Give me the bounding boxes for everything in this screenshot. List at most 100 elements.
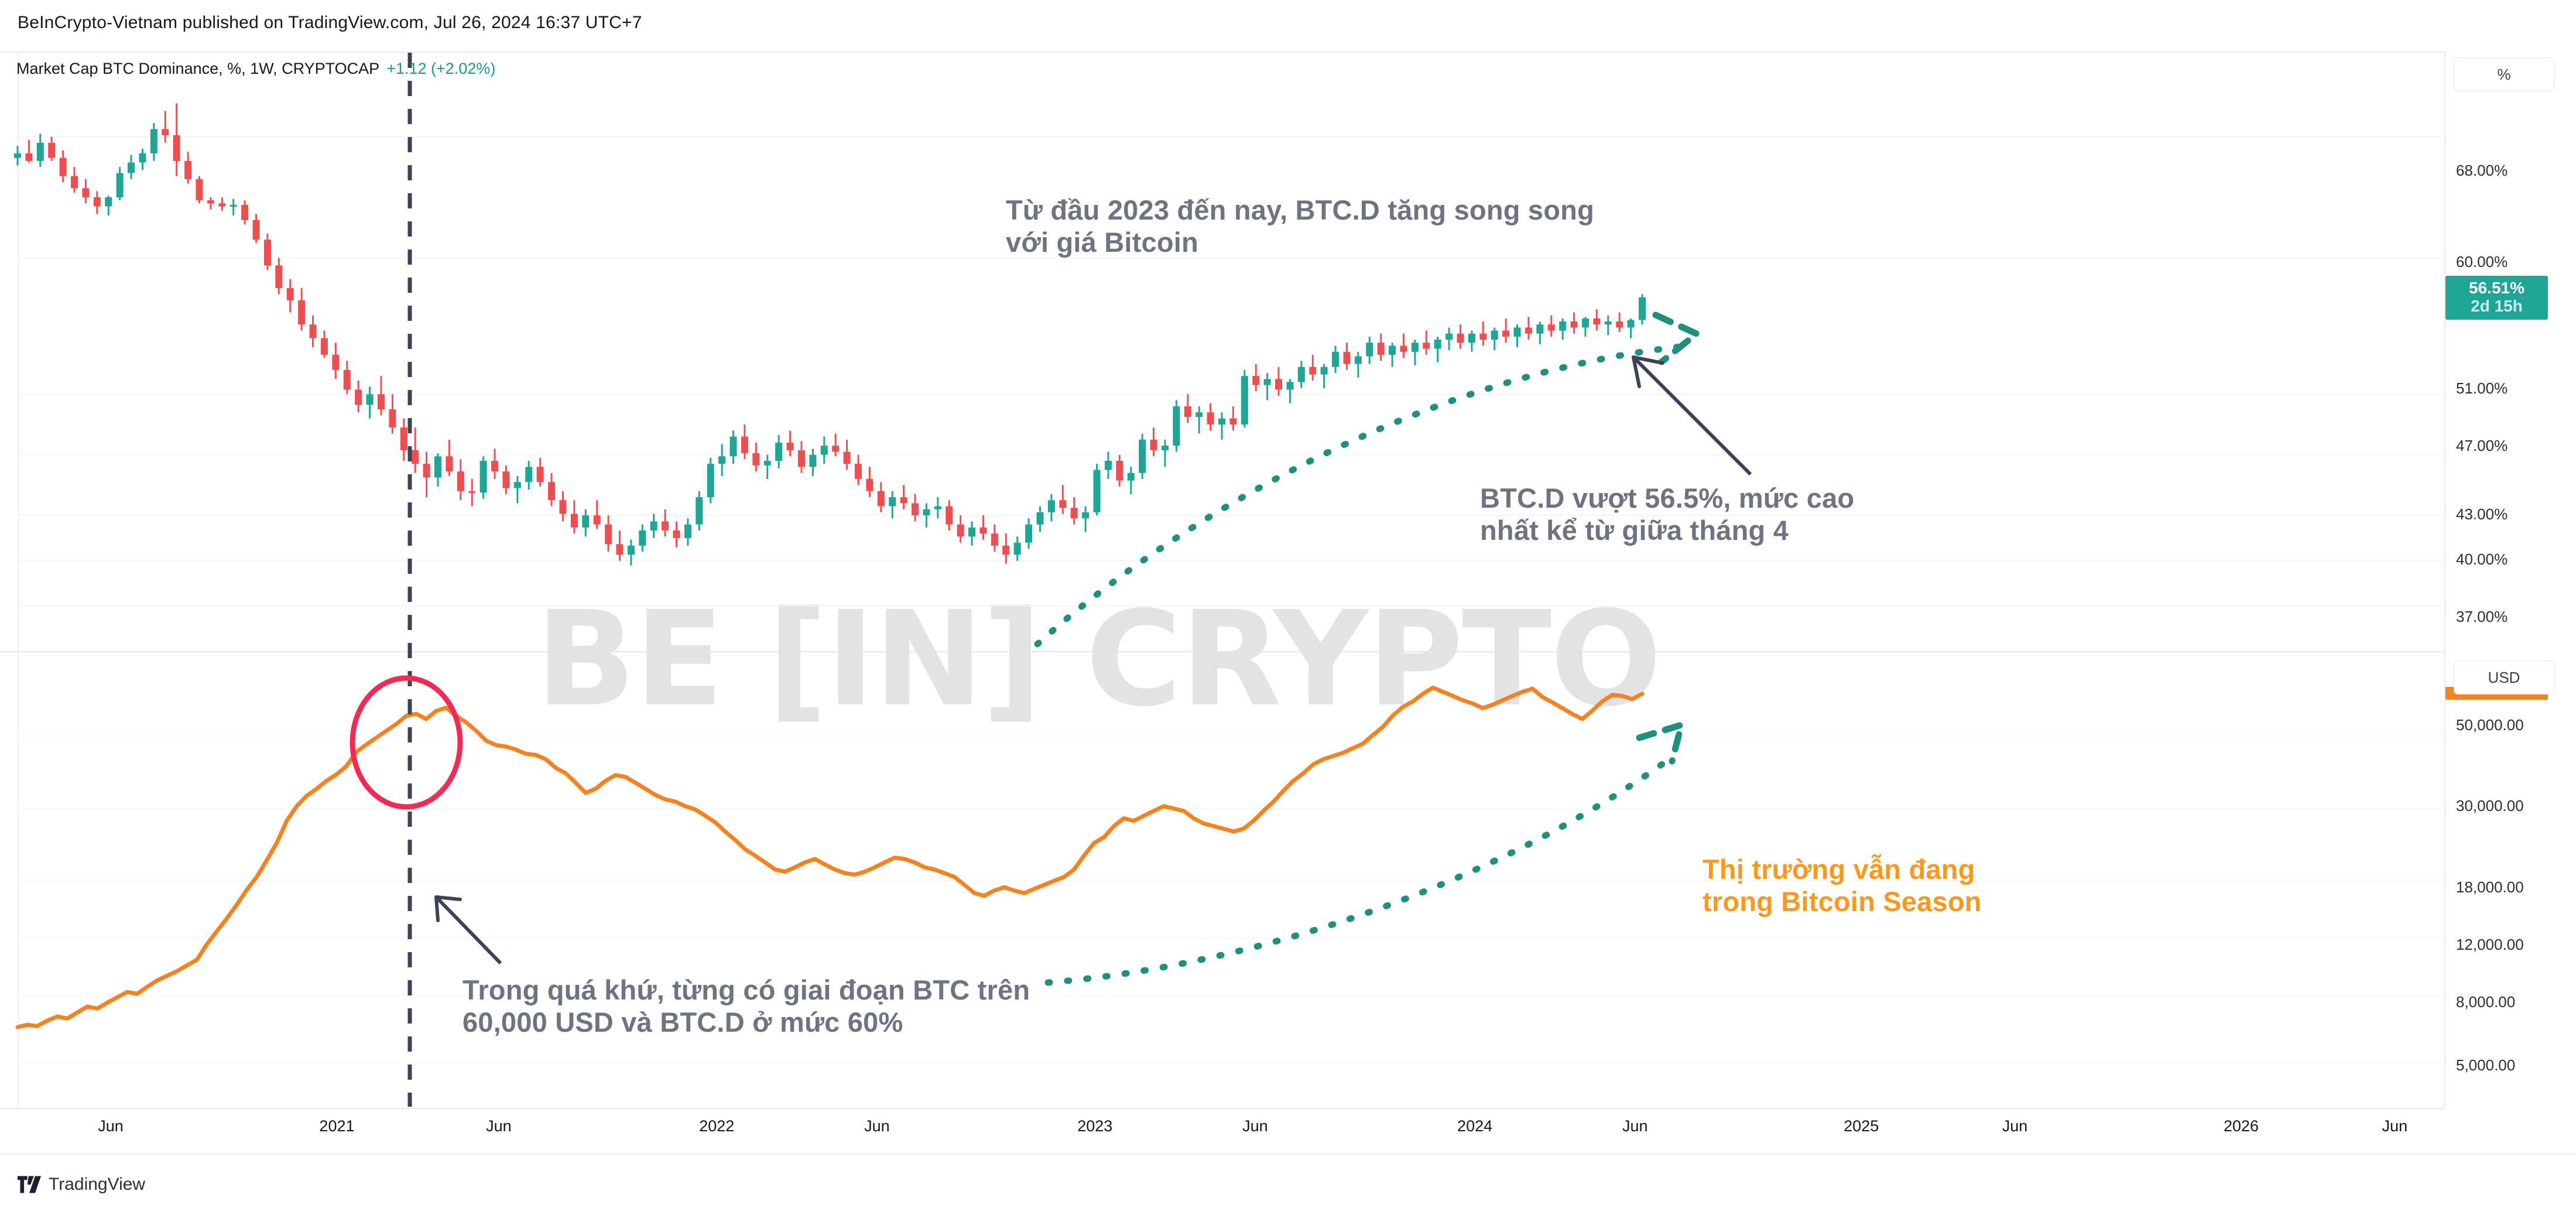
- tradingview-mark-icon: [18, 1176, 41, 1193]
- pane-separator: [0, 651, 2444, 652]
- candle-body: [252, 220, 260, 240]
- price-uptrend-arc[interactable]: [1044, 752, 1678, 986]
- price-axis-unit-percent[interactable]: %: [2454, 57, 2554, 91]
- pointer-to-past-cycle-head: [434, 895, 462, 922]
- candle-body: [1332, 351, 1340, 367]
- candle-body: [309, 324, 317, 338]
- anno-bitcoin-season: Thị trường vẫn đang trong Bitcoin Season: [1703, 854, 1982, 917]
- prior-cycle-top-circle[interactable]: [350, 675, 463, 810]
- candle-body: [605, 524, 612, 545]
- pointer-to-dominance-high-shaft: [1632, 355, 1752, 476]
- candle-body: [218, 203, 226, 207]
- candle-body: [412, 450, 419, 464]
- candle-body: [639, 531, 646, 546]
- chart-legend[interactable]: Market Cap BTC Dominance, %, 1W, CRYPTOC…: [16, 60, 495, 78]
- candle-body: [298, 300, 306, 325]
- candle-body: [525, 467, 533, 482]
- bar-countdown: 2d 15h: [2471, 297, 2523, 316]
- candle-body: [513, 482, 521, 488]
- candle-body: [366, 394, 374, 405]
- candle-body: [707, 464, 714, 498]
- candle-body: [696, 497, 703, 525]
- candle-body: [1389, 345, 1396, 355]
- candle-body: [1479, 333, 1487, 340]
- price-tick: 40.00%: [2456, 550, 2508, 568]
- candle-body: [673, 531, 680, 538]
- dominance-uptrend-arc[interactable]: [1034, 342, 1695, 648]
- dominance-candlestick-series: [13, 103, 2444, 607]
- candle-body: [718, 456, 726, 464]
- time-tick-label: 2026: [2223, 1117, 2259, 1135]
- candle-body: [1627, 320, 1635, 328]
- candle-body: [48, 142, 56, 158]
- price-tick: 51.00%: [2456, 379, 2508, 397]
- candle-body: [25, 153, 33, 161]
- price-tick: 68.00%: [2456, 162, 2508, 179]
- beincrypto-watermark: BE [IN] CRYPTO: [536, 583, 1662, 735]
- candle-body: [1059, 500, 1067, 508]
- pointer-to-dominance-high-head: [1632, 355, 1664, 388]
- candle-body: [59, 158, 67, 176]
- candle-body: [377, 394, 385, 410]
- candle-body: [1457, 333, 1464, 343]
- candle-body: [1354, 356, 1362, 364]
- time-tick-label: Jun: [1242, 1117, 1268, 1135]
- candle-body: [763, 461, 771, 466]
- candle-body: [1184, 406, 1191, 417]
- time-tick-label: 2023: [1077, 1117, 1113, 1135]
- candle-body: [570, 514, 578, 528]
- candle-body: [332, 354, 340, 370]
- candle-body: [400, 427, 407, 450]
- candle-body: [1116, 461, 1123, 481]
- candle-body: [662, 521, 669, 531]
- candle-body: [1616, 321, 1623, 328]
- candle-body: [1104, 461, 1112, 470]
- price-tick: 18,000.00: [2456, 878, 2524, 896]
- candle-body: [593, 515, 601, 525]
- price-tick: 5,000.00: [2456, 1056, 2516, 1074]
- dominance-arc-arrowhead[interactable]: [1652, 312, 1700, 365]
- candle-body: [1377, 343, 1385, 355]
- candle-body: [229, 204, 237, 207]
- anno-past-cycle: Trong quá khứ, từng có giai đoạn BTC trê…: [463, 974, 1030, 1038]
- candle-body: [1423, 343, 1430, 349]
- candle-body: [1434, 340, 1441, 349]
- candle-body: [275, 265, 283, 289]
- candle-body: [1297, 367, 1305, 382]
- candle-body: [536, 467, 544, 482]
- candle-body: [854, 464, 862, 480]
- candle-body: [1513, 327, 1521, 337]
- chart-plot-area[interactable]: BE [IN] CRYPTO Ma: [0, 52, 2444, 1109]
- chart-drawings-overlay[interactable]: [0, 53, 2444, 1108]
- candle-body: [457, 471, 464, 491]
- time-tick-label: Jun: [2382, 1117, 2408, 1135]
- candle-body: [1082, 512, 1090, 519]
- time-tick-label: 2024: [1457, 1117, 1493, 1135]
- candle-body: [1025, 524, 1033, 543]
- candle-body: [979, 527, 987, 534]
- candle-body: [343, 369, 351, 390]
- candle-body: [1638, 297, 1646, 320]
- candle-body: [423, 464, 430, 478]
- tradingview-footer-logo[interactable]: TradingView: [18, 1175, 145, 1195]
- current-price-value: 56.51%: [2469, 279, 2524, 297]
- price-axis[interactable]: % 68.00% 60.00% 56.51% 2d 15h 51.00% 47.…: [2444, 52, 2576, 1107]
- candle-body: [900, 497, 907, 504]
- price-arc-arrowhead[interactable]: [1636, 721, 1685, 765]
- candle-body: [684, 524, 691, 538]
- current-price-label[interactable]: 56.51% 2d 15h: [2445, 276, 2548, 320]
- candle-body: [877, 491, 885, 506]
- time-axis[interactable]: Jun 2021 Jun 2022 Jun 2023 Jun 2024 Jun 2025 Jun 20…: [0, 1107, 2576, 1155]
- price-axis-unit-usd[interactable]: USD: [2454, 660, 2554, 694]
- candle-body: [1173, 406, 1180, 446]
- price-tick: 37.00%: [2456, 608, 2508, 625]
- candle-body: [105, 197, 112, 207]
- candle-body: [889, 497, 896, 506]
- time-tick-label: 2022: [699, 1117, 735, 1135]
- time-tick-label: Jun: [2002, 1117, 2028, 1135]
- candle-body: [1491, 330, 1498, 340]
- candle-body: [1366, 343, 1373, 357]
- candle-body: [786, 442, 794, 450]
- candle-body: [934, 506, 941, 509]
- candle-body: [991, 533, 998, 546]
